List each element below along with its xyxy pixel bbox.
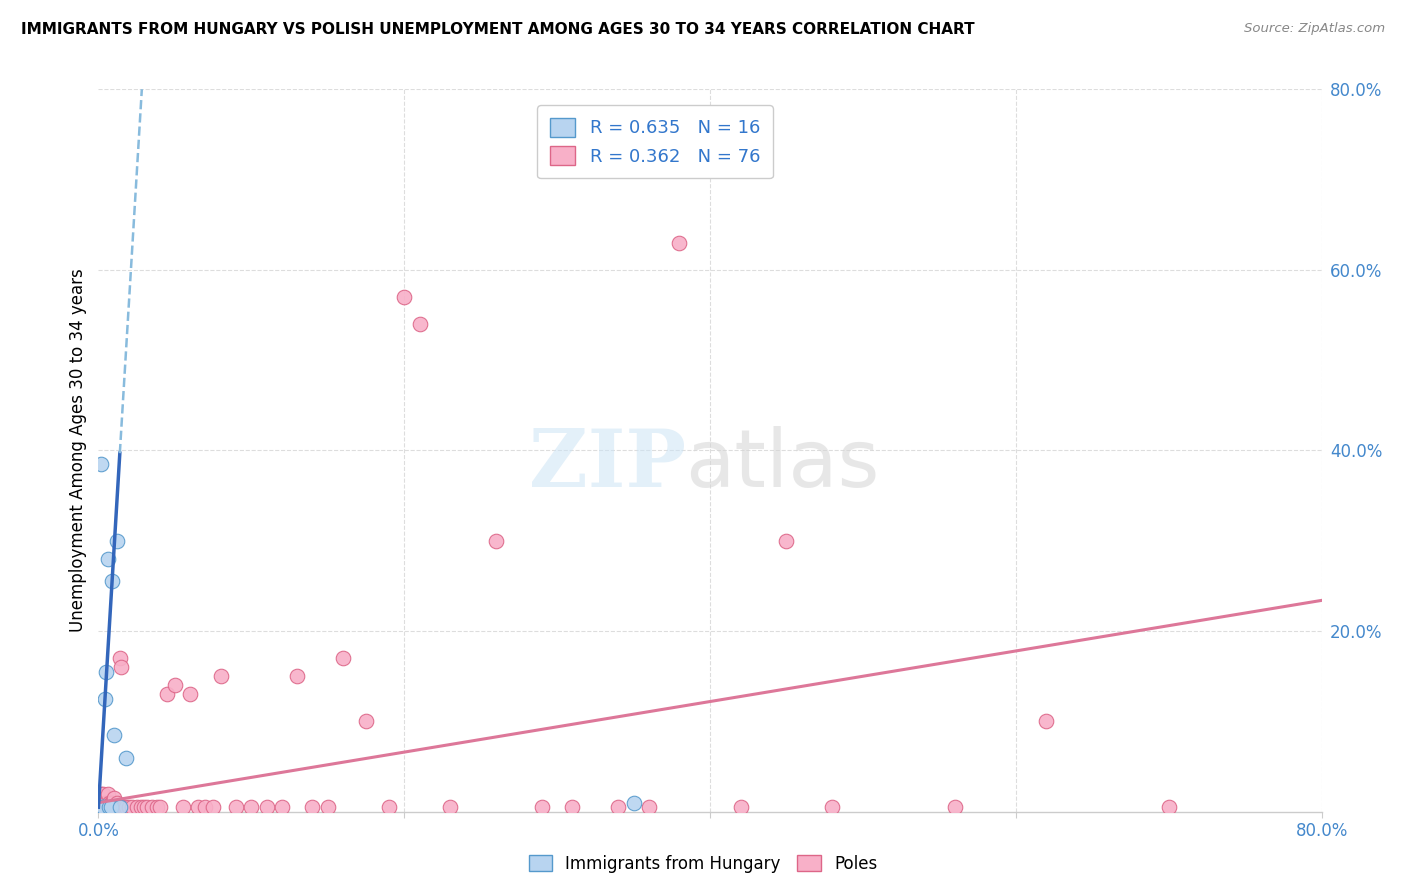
Point: [136, 800, 159, 814]
Legend: Immigrants from Hungary, Poles: Immigrants from Hungary, Poles: [522, 848, 884, 880]
Point: [194, 800, 217, 814]
Point: [100, 800, 122, 814]
Point: [93, 800, 115, 814]
Point: [103, 728, 125, 742]
Point: [105, 800, 128, 814]
Point: [87, 800, 110, 814]
Point: [129, 800, 152, 814]
Point: [637, 800, 661, 814]
Point: [1035, 714, 1057, 729]
Point: [90, 787, 112, 801]
Point: [105, 533, 128, 548]
Point: [94, 796, 117, 810]
Point: [561, 800, 583, 814]
Point: [202, 800, 225, 814]
Point: [530, 800, 553, 814]
Point: [108, 651, 131, 665]
Legend: R = 0.635   N = 16, R = 0.362   N = 76: R = 0.635 N = 16, R = 0.362 N = 76: [537, 105, 773, 178]
Point: [1157, 800, 1180, 814]
Point: [301, 800, 323, 814]
Point: [98, 796, 121, 810]
Point: [94, 800, 117, 814]
Point: [97, 787, 120, 801]
Point: [607, 800, 630, 814]
Point: [209, 669, 232, 683]
Point: [485, 533, 508, 548]
Point: [93, 691, 115, 706]
Point: [225, 800, 247, 814]
Point: [118, 800, 141, 814]
Point: [316, 800, 339, 814]
Point: [125, 800, 148, 814]
Point: [156, 687, 179, 701]
Point: [172, 800, 194, 814]
Point: [100, 796, 122, 810]
Point: [98, 800, 121, 814]
Point: [378, 800, 401, 814]
Point: [623, 796, 645, 810]
Point: [107, 800, 129, 814]
Point: [145, 800, 167, 814]
Text: atlas: atlas: [686, 425, 880, 504]
Text: IMMIGRANTS FROM HUNGARY VS POLISH UNEMPLOYMENT AMONG AGES 30 TO 34 YEARS CORRELA: IMMIGRANTS FROM HUNGARY VS POLISH UNEMPL…: [21, 22, 974, 37]
Point: [91, 800, 114, 814]
Point: [943, 800, 966, 814]
Point: [94, 800, 117, 814]
Point: [179, 687, 201, 701]
Point: [121, 800, 143, 814]
Point: [91, 800, 114, 814]
Point: [94, 665, 117, 679]
Point: [134, 800, 156, 814]
Point: [97, 551, 120, 566]
Point: [101, 574, 124, 589]
Point: [240, 800, 263, 814]
Point: [105, 796, 128, 810]
Point: [91, 800, 114, 814]
Point: [149, 800, 172, 814]
Text: Source: ZipAtlas.com: Source: ZipAtlas.com: [1244, 22, 1385, 36]
Point: [101, 796, 124, 810]
Point: [821, 800, 844, 814]
Point: [163, 678, 186, 692]
Point: [91, 787, 114, 801]
Point: [98, 800, 121, 814]
Point: [103, 800, 125, 814]
Point: [90, 800, 112, 814]
Point: [392, 290, 416, 304]
Point: [187, 800, 209, 814]
Text: ZIP: ZIP: [529, 425, 686, 504]
Point: [110, 660, 132, 674]
Point: [408, 317, 430, 331]
Point: [285, 669, 308, 683]
Point: [354, 714, 377, 729]
Point: [112, 800, 135, 814]
Point: [90, 800, 112, 814]
Point: [256, 800, 278, 814]
Point: [100, 800, 122, 814]
Point: [89, 800, 111, 814]
Point: [730, 800, 752, 814]
Point: [668, 235, 690, 250]
Point: [108, 800, 131, 814]
Point: [100, 800, 122, 814]
Point: [439, 800, 461, 814]
Point: [91, 800, 114, 814]
Point: [110, 800, 132, 814]
Point: [141, 800, 163, 814]
Point: [93, 796, 115, 810]
Point: [101, 800, 124, 814]
Point: [90, 457, 112, 471]
Y-axis label: Unemployment Among Ages 30 to 34 years: Unemployment Among Ages 30 to 34 years: [69, 268, 87, 632]
Point: [775, 533, 797, 548]
Point: [115, 750, 138, 764]
Point: [115, 800, 138, 814]
Point: [332, 651, 354, 665]
Point: [104, 800, 127, 814]
Point: [89, 796, 111, 810]
Point: [89, 800, 111, 814]
Point: [103, 791, 125, 805]
Point: [97, 800, 120, 814]
Point: [111, 800, 134, 814]
Point: [270, 800, 292, 814]
